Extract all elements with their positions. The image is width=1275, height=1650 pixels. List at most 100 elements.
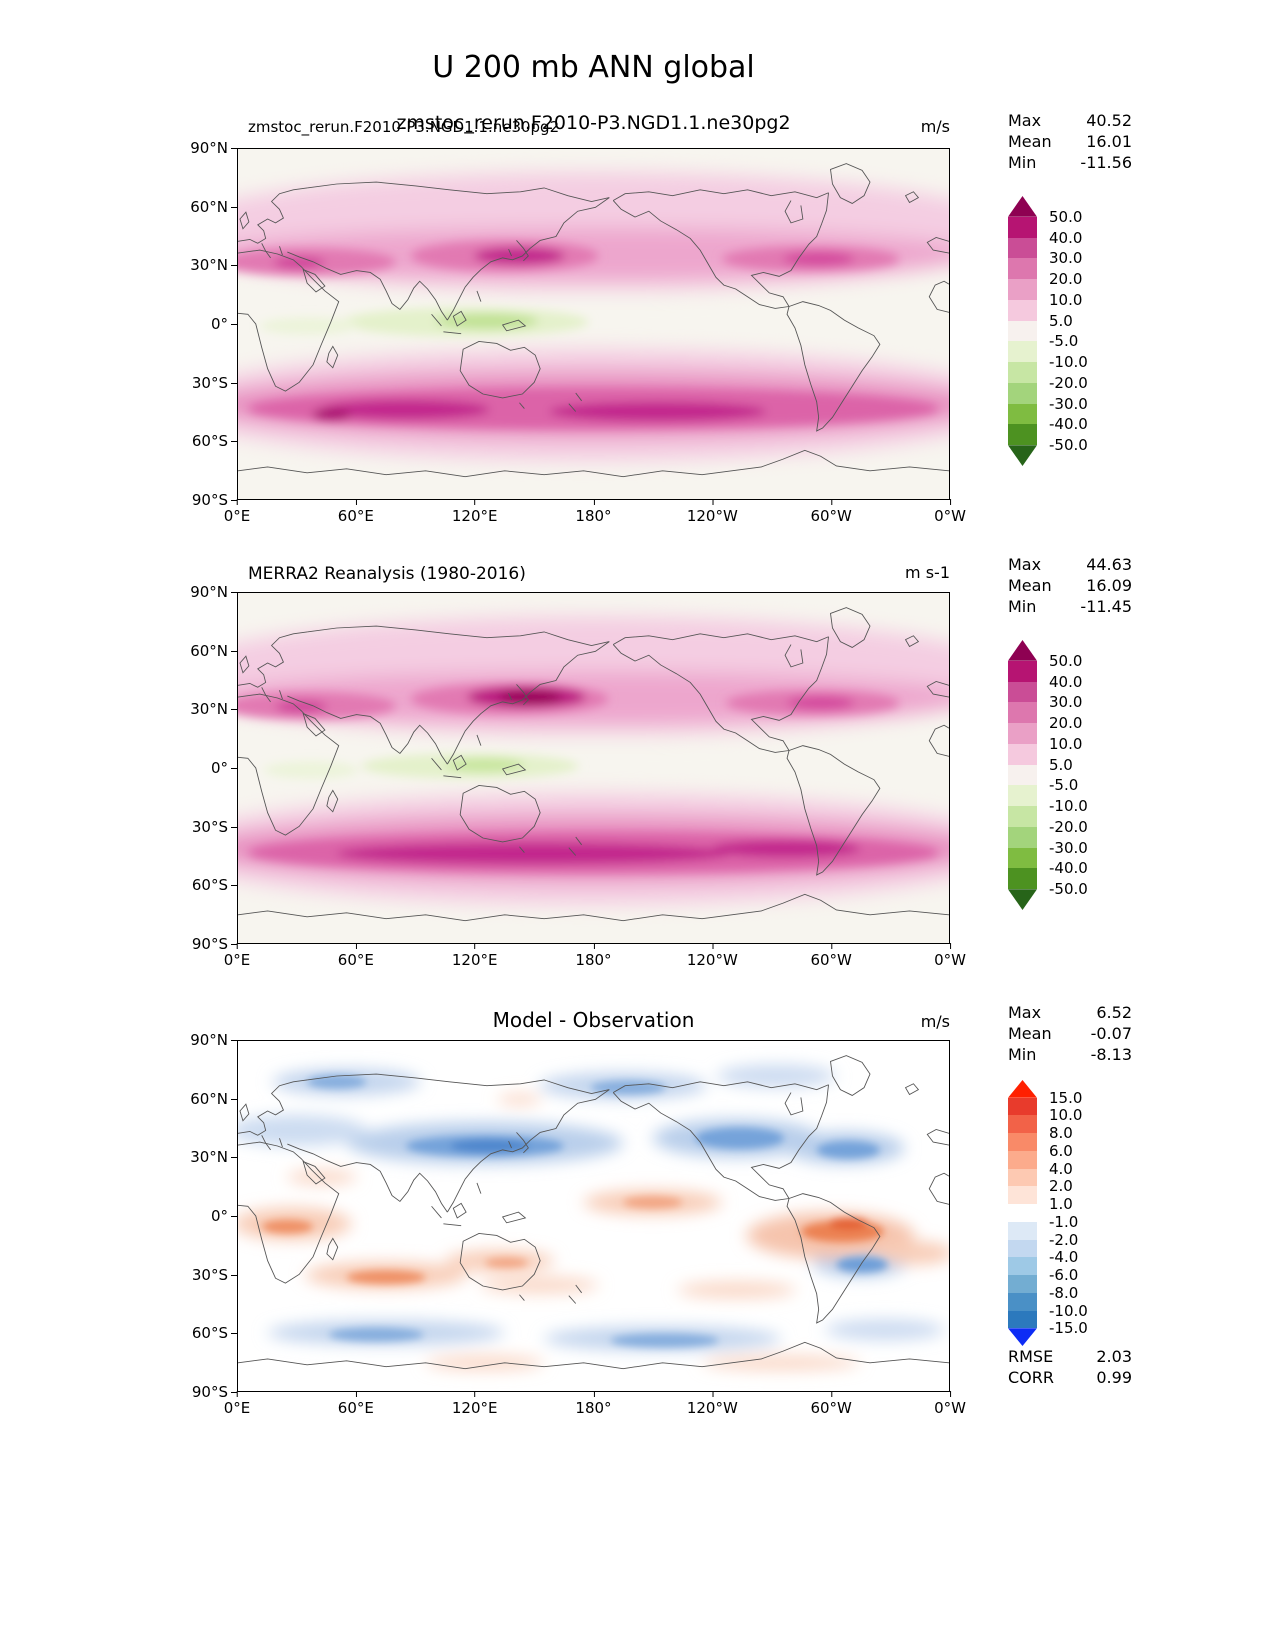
panel3-yaxis: 90°N 60°N 30°N 0° 30°S 60°S 90°S [140,1031,238,1401]
cbar-tick-label: -50.0 [1049,436,1088,455]
x-tick-label: 60°W [810,1391,852,1417]
metric-row-corr: CORR 0.99 [1008,1367,1132,1388]
panel2-colorbar-labels: 50.0 40.0 30.0 20.0 10.0 5.0 -5.0 -10.0 … [1049,640,1121,910]
cbar-tick-label: 8.0 [1049,1124,1073,1143]
panel3-title: Model - Observation [492,1008,695,1032]
cbar-tick-label: 10.0 [1049,290,1083,309]
cbar-tick-label: 6.0 [1049,1141,1073,1160]
cbar-tick-label: -20.0 [1049,817,1088,836]
metric-label: RMSE [1008,1347,1054,1366]
cbar-tick-label: -50.0 [1049,880,1088,899]
y-tick-label: 60°S [191,432,238,451]
y-tick-label: 30°S [191,1265,238,1284]
cbar-tick-label: 5.0 [1049,311,1073,330]
panel3-colorbar [1008,1080,1037,1347]
cbar-tick-label: 1.0 [1049,1195,1073,1214]
metric-row-rmse: RMSE 2.03 [1008,1346,1132,1367]
y-tick-label: 0° [210,1207,238,1225]
stat-label: Mean [1008,576,1052,595]
panel1-xaxis: 0°E 60°E 120°E 180° 120°W 60°W 0°W [224,499,966,527]
y-tick-label: 0° [210,759,238,777]
stat-value: 44.63 [1086,555,1132,574]
map-merra2 [237,592,950,944]
cbar-tick-label: -5.0 [1049,776,1079,795]
map-difference [237,1040,950,1392]
x-tick-label: 0°E [223,1391,251,1417]
stat-value: 16.01 [1086,132,1132,151]
cbar-tick-label: 10.0 [1049,1106,1083,1125]
x-tick-label: 120°W [686,1391,738,1417]
stat-row-max: Max 6.52 [1008,1002,1132,1023]
cbar-tick-label: -20.0 [1049,373,1088,392]
metrics-block: RMSE 2.03 CORR 0.99 [1008,1346,1132,1388]
cbar-tick-label: -5.0 [1049,332,1079,351]
stat-row-mean: Mean -0.07 [1008,1023,1132,1044]
x-tick-label: 180° [575,1391,612,1417]
x-tick-label: 180° [575,499,612,525]
panel2-colorbar [1008,640,1037,910]
x-tick-label: 0°W [934,499,966,525]
x-tick-label: 0°E [223,499,251,525]
cbar-tick-label: 30.0 [1049,249,1083,268]
y-tick-label: 60°S [191,876,238,895]
y-tick-label: 90°S [191,491,238,509]
cbar-tick-label: 15.0 [1049,1088,1083,1107]
cbar-tick-label: -8.0 [1049,1283,1079,1302]
panel2-units: m s-1 [905,563,950,582]
panel3-stats: Max 6.52 Mean -0.07 Min -8.13 [1008,1002,1132,1065]
map-model-svg [238,149,949,499]
panel2-title: MERRA2 Reanalysis (1980-2016) [248,564,526,584]
y-tick-label: 90°N [190,1031,237,1049]
stat-row-min: Min -8.13 [1008,1044,1132,1065]
panel2-xaxis: 0°E 60°E 120°E 180° 120°W 60°W 0°W [224,943,966,971]
metric-value: 0.99 [1096,1368,1132,1387]
stat-row-max: Max 44.63 [1008,554,1132,575]
map-difference-svg [238,1041,949,1391]
y-tick-label: 90°S [191,1383,238,1401]
cbar-tick-label: -10.0 [1049,797,1088,816]
x-tick-label: 0°E [223,943,251,969]
x-tick-label: 60°E [337,1391,374,1417]
stat-label: Mean [1008,1024,1052,1043]
metric-value: 2.03 [1096,1347,1132,1366]
panel3-xaxis: 0°E 60°E 120°E 180° 120°W 60°W 0°W [224,1391,966,1419]
panel3-units: m/s [920,1012,950,1031]
stat-value: 40.52 [1086,111,1132,130]
panel1-title-small: zmstoc_rerun.F2010-P3.NGD1.1.ne30pg2 [248,118,560,136]
stat-label: Max [1008,555,1042,574]
y-tick-label: 60°N [190,197,237,216]
x-tick-label: 60°E [337,499,374,525]
panel1-yaxis: 90°N 60°N 30°N 0° 30°S 60°S 90°S [140,139,238,509]
panel2-yaxis: 90°N 60°N 30°N 0° 30°S 60°S 90°S [140,583,238,953]
cbar-tick-label: -40.0 [1049,415,1088,434]
y-tick-label: 60°S [191,1324,238,1343]
y-tick-label: 90°N [190,583,237,601]
cbar-tick-label: 5.0 [1049,755,1073,774]
y-tick-label: 60°N [190,641,237,660]
cbar-tick-label: -4.0 [1049,1248,1079,1267]
y-tick-label: 30°N [190,700,237,719]
stat-row-min: Min -11.45 [1008,596,1132,617]
stat-label: Min [1008,1045,1037,1064]
stat-value: 6.52 [1096,1003,1132,1022]
x-tick-label: 120°W [686,499,738,525]
y-tick-label: 90°N [190,139,237,157]
stat-value: 16.09 [1086,576,1132,595]
panel1-colorbar [1008,196,1037,466]
stat-label: Max [1008,1003,1042,1022]
x-tick-label: 120°E [451,499,498,525]
x-tick-label: 120°W [686,943,738,969]
cbar-tick-label: -10.0 [1049,353,1088,372]
cbar-tick-label: -6.0 [1049,1266,1079,1285]
x-tick-label: 120°E [451,943,498,969]
y-tick-label: 30°N [190,1148,237,1167]
stat-value: -8.13 [1090,1045,1132,1064]
panel2-stats: Max 44.63 Mean 16.09 Min -11.45 [1008,554,1132,617]
x-tick-label: 180° [575,943,612,969]
cbar-tick-label: 20.0 [1049,270,1083,289]
stat-row-mean: Mean 16.01 [1008,131,1132,152]
stat-label: Max [1008,111,1042,130]
x-tick-label: 0°W [934,1391,966,1417]
cbar-tick-label: -40.0 [1049,859,1088,878]
x-tick-label: 0°W [934,943,966,969]
